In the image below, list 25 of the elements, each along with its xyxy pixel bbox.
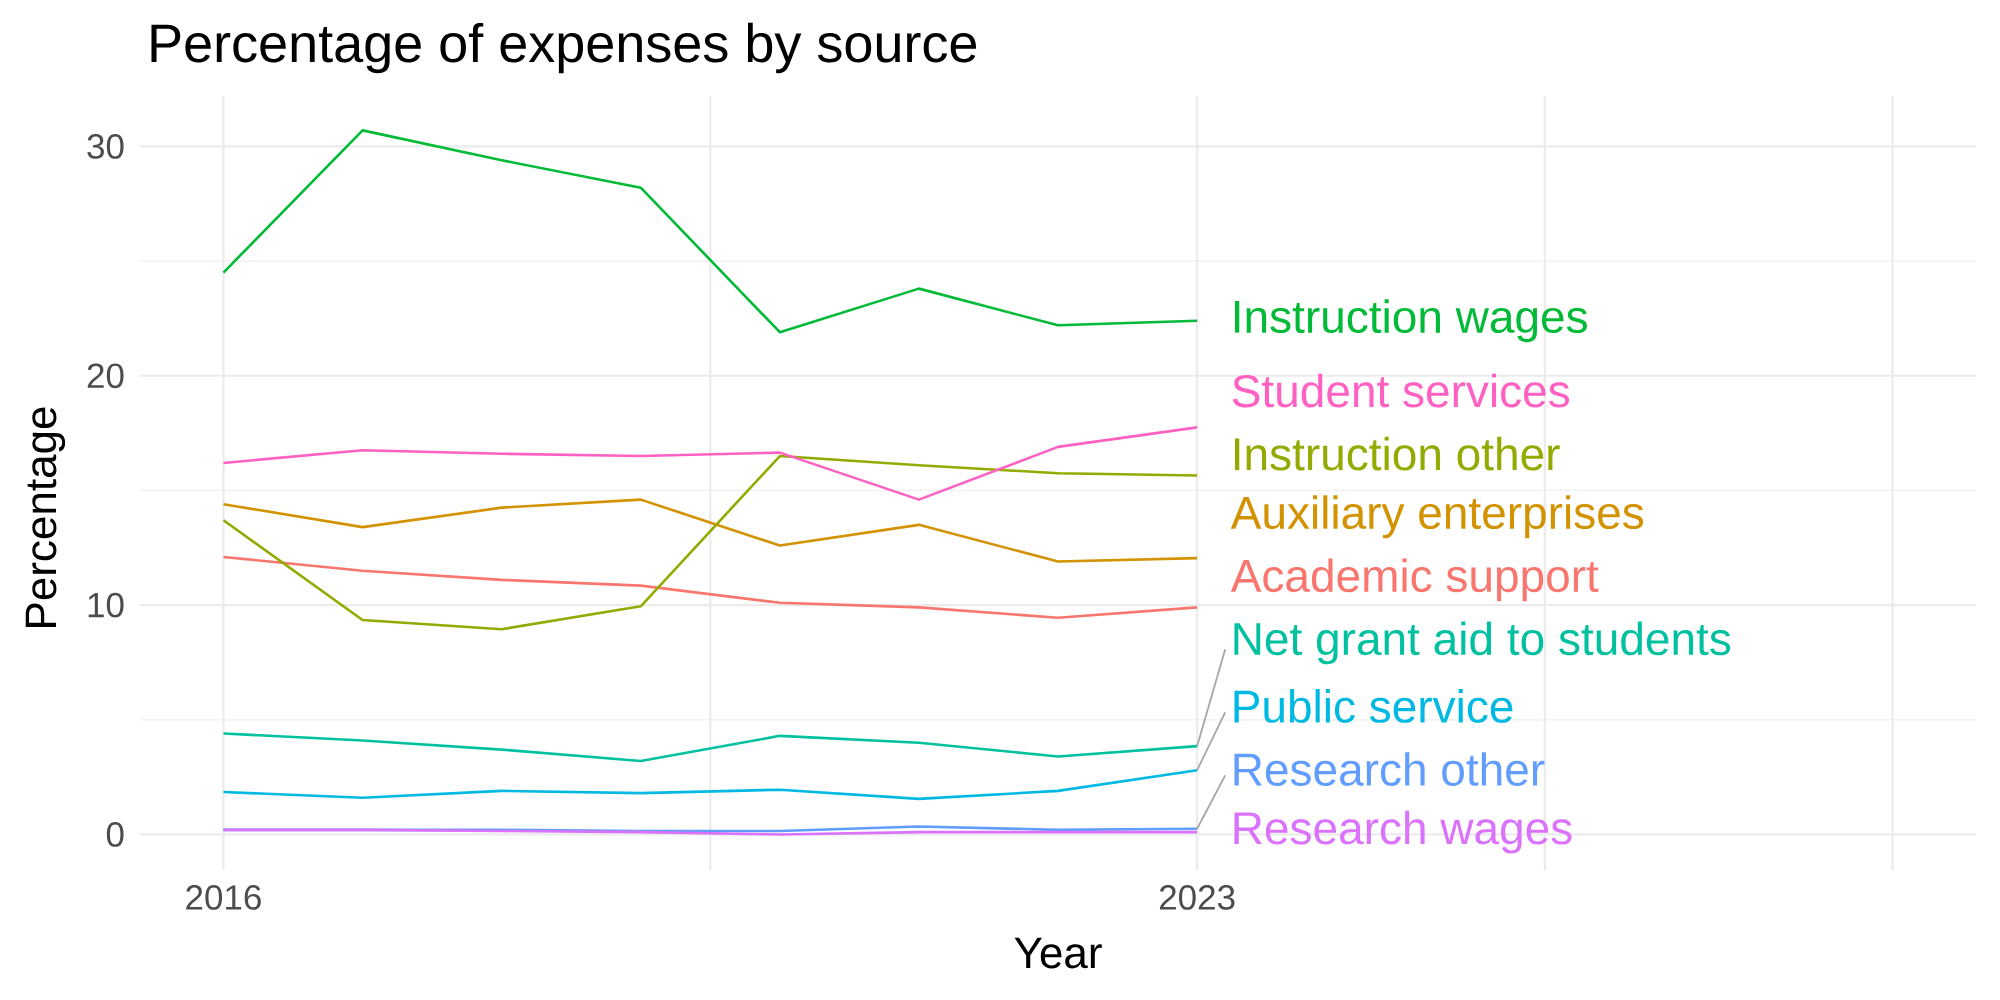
x-tick-label: 2023 <box>1159 885 1235 910</box>
line-series <box>222 426 1199 501</box>
series-label: Public service <box>1234 689 1513 723</box>
y-tick-label: 20 <box>87 363 124 389</box>
series-label: Research wages <box>1234 810 1572 854</box>
line-series <box>222 732 1199 763</box>
line-series <box>222 454 1199 631</box>
y-tick-label: 30 <box>87 134 124 159</box>
series-label: Research other <box>1234 752 1545 786</box>
chart-title: Percentage of expenses by source <box>151 22 977 74</box>
series-label: Net grant aid to students <box>1234 621 1731 665</box>
y-tick-label: 0 <box>106 822 124 847</box>
line-series <box>222 498 1199 563</box>
line-series <box>222 129 1199 334</box>
y-axis-title: Percentage <box>25 407 66 627</box>
x-tick-label: 2016 <box>186 885 261 910</box>
y-tick-label: 10 <box>88 592 124 618</box>
series-label: Instruction wages <box>1234 299 1587 343</box>
series-label: Instruction other <box>1234 436 1560 471</box>
line-series <box>222 555 1199 620</box>
series-label: Academic support <box>1230 558 1599 602</box>
line-series <box>222 768 1199 801</box>
series-label: Student services <box>1232 373 1570 408</box>
x-axis-title: Year <box>1014 937 1102 969</box>
series-label: Auxiliary enterprises <box>1230 495 1644 539</box>
